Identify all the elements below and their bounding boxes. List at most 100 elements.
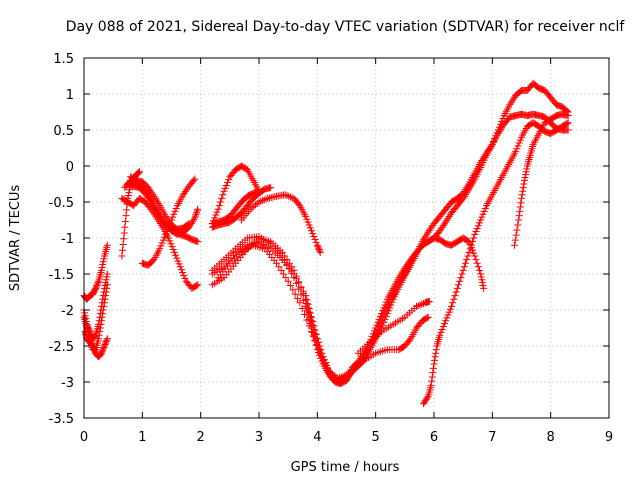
data-point-marker	[135, 168, 143, 176]
data-point-marker	[224, 179, 231, 187]
data-point-marker	[225, 176, 233, 184]
data-point-marker	[166, 237, 174, 245]
data-point-marker	[312, 341, 320, 349]
data-point-marker	[99, 261, 107, 269]
data-point-marker	[518, 191, 526, 199]
data-point-marker	[478, 279, 486, 287]
data-point-marker	[172, 251, 180, 259]
data-point-marker	[380, 318, 388, 326]
data-point-marker	[428, 373, 436, 381]
data-point-marker	[429, 369, 437, 377]
y-axis-label: SDTVAR / TECUs	[8, 185, 23, 292]
data-point-marker	[103, 335, 111, 343]
data-point-marker	[564, 119, 572, 127]
data-point-marker	[213, 208, 221, 216]
data-point-marker	[220, 187, 228, 195]
data-point-marker	[492, 132, 500, 140]
data-point-marker	[413, 302, 420, 310]
data-point-marker	[193, 282, 201, 290]
data-point-marker	[288, 269, 296, 277]
data-point-marker	[120, 229, 128, 237]
data-point-marker	[304, 311, 312, 319]
data-point-marker	[165, 222, 173, 230]
data-point-marker	[297, 291, 305, 299]
series-arc-s	[354, 297, 433, 357]
data-point-marker	[456, 277, 464, 285]
data-point-marker	[81, 309, 89, 317]
y-tick-label: -2.5	[49, 340, 74, 355]
data-point-marker	[121, 217, 129, 225]
data-point-marker	[520, 180, 528, 188]
data-point-marker	[93, 282, 101, 290]
data-point-marker	[99, 258, 107, 266]
data-point-marker	[312, 238, 320, 246]
data-point-marker	[521, 174, 529, 182]
data-point-marker	[476, 219, 483, 227]
data-point-marker	[474, 222, 482, 230]
data-point-marker	[477, 273, 485, 281]
data-point-marker	[430, 360, 438, 368]
data-point-marker	[98, 266, 105, 274]
data-point-marker	[313, 346, 321, 354]
data-point-marker	[516, 136, 524, 144]
data-point-marker	[303, 316, 311, 324]
data-point-marker	[318, 353, 326, 361]
data-point-marker	[98, 313, 106, 321]
data-point-marker	[443, 314, 451, 322]
data-point-marker	[314, 243, 322, 251]
data-point-marker	[387, 301, 395, 309]
data-point-marker	[512, 231, 520, 239]
data-point-marker	[219, 191, 227, 199]
data-point-marker	[290, 274, 298, 282]
data-point-marker	[95, 331, 103, 339]
data-point-marker	[315, 244, 322, 252]
data-point-marker	[315, 345, 322, 353]
data-point-marker	[193, 209, 201, 217]
data-point-marker	[149, 191, 157, 199]
data-point-marker	[177, 266, 185, 274]
series-arc-r	[214, 241, 432, 382]
data-point-marker	[337, 373, 345, 381]
data-point-marker	[191, 214, 199, 222]
data-point-marker	[302, 302, 310, 310]
data-point-marker	[171, 207, 179, 215]
data-point-marker	[472, 228, 480, 236]
data-point-marker	[248, 204, 256, 212]
data-point-marker	[259, 197, 266, 205]
data-point-marker	[373, 321, 381, 329]
data-point-marker	[518, 194, 525, 202]
data-point-marker	[515, 216, 523, 224]
series-arc-j	[138, 175, 199, 269]
data-point-marker	[191, 212, 199, 220]
data-point-marker	[522, 168, 530, 176]
data-point-marker	[298, 305, 306, 313]
data-point-marker	[103, 281, 111, 289]
x-axis-label: GPS time / hours	[291, 460, 400, 475]
x-tick-label: 3	[255, 430, 263, 445]
data-point-marker	[309, 230, 317, 238]
data-point-marker	[313, 341, 321, 349]
data-point-marker	[283, 261, 291, 269]
data-point-marker	[167, 240, 175, 248]
x-tick-label: 5	[372, 430, 380, 445]
data-point-marker	[436, 331, 444, 339]
data-point-marker	[102, 276, 110, 284]
data-point-marker	[125, 189, 133, 197]
data-point-marker	[448, 302, 455, 310]
data-point-marker	[165, 234, 173, 242]
data-point-marker	[283, 192, 291, 200]
data-point-marker	[514, 142, 522, 150]
data-point-marker	[169, 213, 177, 221]
chart-title: Day 088 of 2021, Sidereal Day-to-day VTE…	[66, 19, 626, 35]
data-point-marker	[100, 255, 108, 263]
data-point-marker	[315, 246, 323, 254]
data-point-marker	[222, 181, 230, 189]
data-point-marker	[99, 345, 107, 353]
data-point-marker	[442, 317, 450, 325]
data-point-marker	[380, 304, 388, 312]
data-point-marker	[476, 266, 483, 274]
data-point-marker	[449, 299, 457, 307]
data-point-marker	[99, 306, 107, 314]
data-point-marker	[292, 279, 300, 287]
data-point-marker	[168, 243, 176, 251]
